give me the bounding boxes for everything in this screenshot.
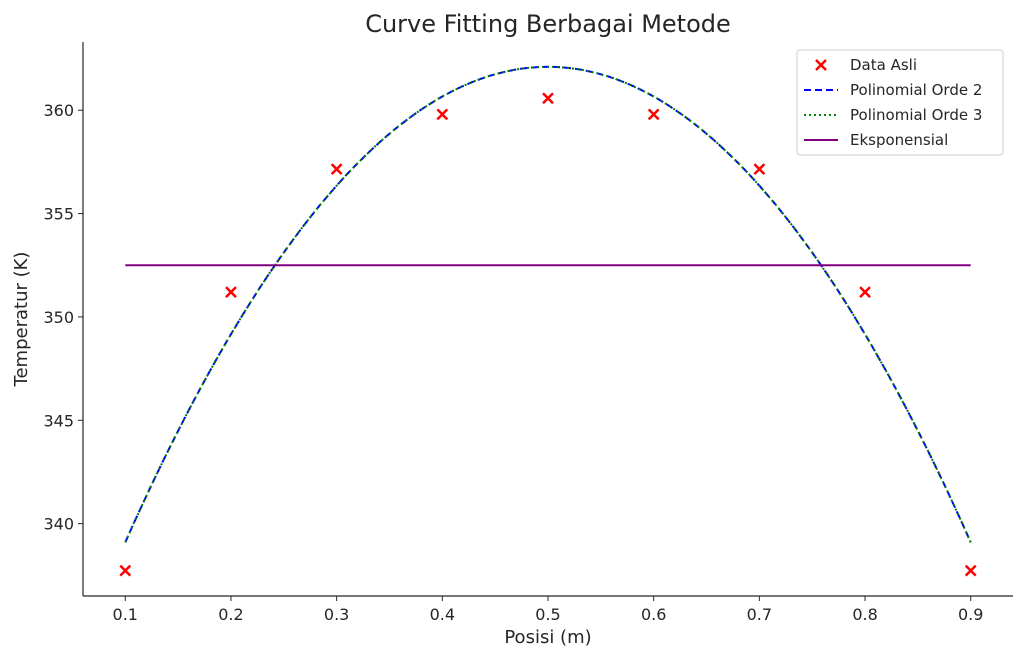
- x-tick-label: 0.5: [535, 605, 560, 624]
- y-tick-label: 355: [43, 205, 74, 224]
- data-point: [859, 286, 871, 299]
- x-tick-label: 0.8: [852, 605, 877, 624]
- series-line-polinomial-orde-3: [124, 65, 972, 543]
- x-tick-label: 0.4: [430, 605, 455, 624]
- legend-label: Polinomial Orde 2: [850, 81, 982, 99]
- y-tick-label: 360: [43, 101, 74, 120]
- y-tick-label: 340: [43, 515, 74, 534]
- data-point: [542, 92, 554, 105]
- legend-marker-icon: [815, 59, 827, 71]
- chart-title: Curve Fitting Berbagai Metode: [365, 10, 731, 38]
- y-tick-label: 350: [43, 308, 74, 327]
- legend-label: Eksponensial: [850, 131, 948, 149]
- data-point: [225, 286, 237, 299]
- x-tick-label: 0.2: [218, 605, 243, 624]
- x-tick-label: 0.9: [958, 605, 983, 624]
- x-tick-label: 0.3: [324, 605, 349, 624]
- x-tick-label: 0.7: [747, 605, 772, 624]
- x-tick-label: 0.1: [113, 605, 138, 624]
- legend-label: Polinomial Orde 3: [850, 106, 982, 124]
- data-point: [647, 108, 660, 121]
- legend: Data Asli Polinomial Orde 2 Polinomial Ord…: [796, 49, 1004, 156]
- data-point: [119, 564, 132, 577]
- x-tick-label: 0.6: [641, 605, 666, 624]
- y-tick-label: 345: [43, 411, 74, 430]
- data-point: [436, 108, 449, 121]
- data-point: [964, 564, 977, 577]
- legend-label: Data Asli: [850, 56, 917, 74]
- data-point: [330, 163, 343, 176]
- x-axis-label: Posisi (m): [504, 627, 591, 648]
- y-axis-label: Temperatur (K): [11, 252, 32, 388]
- data-point: [753, 163, 766, 176]
- legend-box: [796, 49, 1004, 156]
